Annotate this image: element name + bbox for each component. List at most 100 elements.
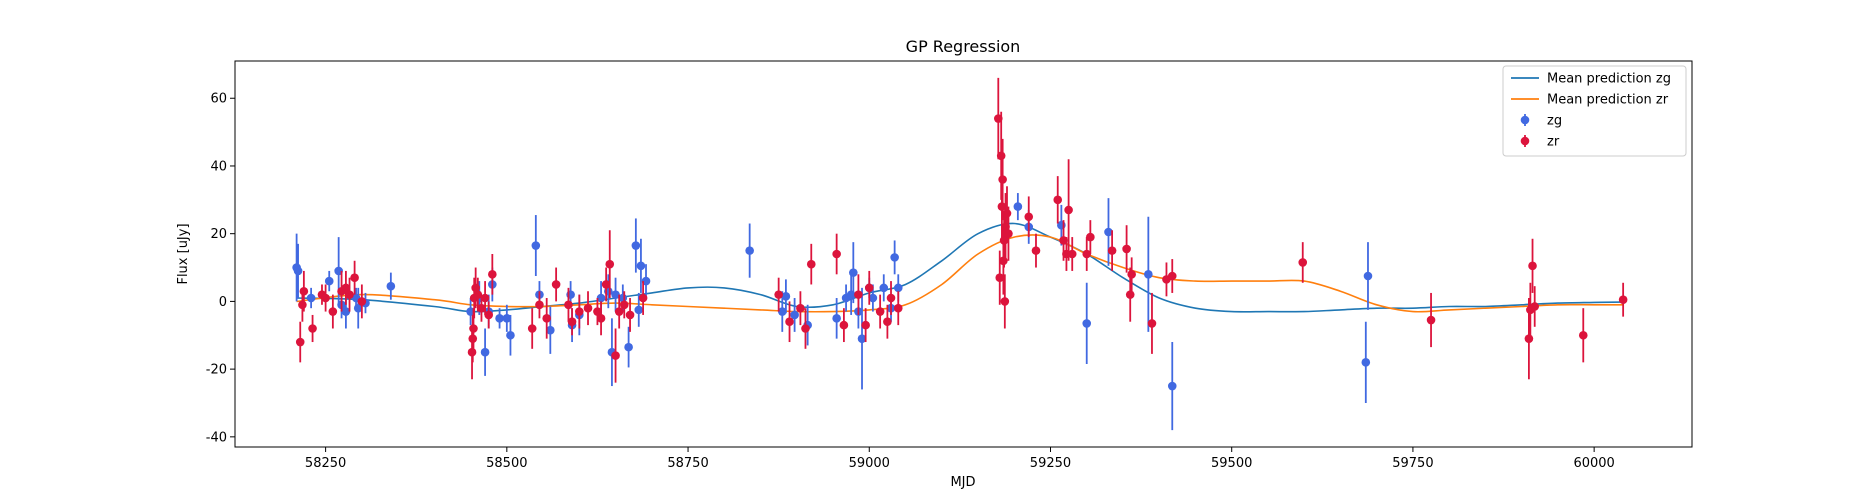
- data-point-zr: [1618, 295, 1628, 305]
- legend-item: Mean prediction zg: [1511, 72, 1671, 87]
- data-point-zr: [883, 317, 892, 327]
- data-point-zg: [1104, 227, 1113, 237]
- data-point-zg: [386, 281, 396, 291]
- data-point-zr: [774, 290, 783, 299]
- chart-title: GP Regression: [906, 37, 1021, 56]
- data-point-zr: [1002, 209, 1012, 218]
- data-point-zr: [1024, 212, 1034, 222]
- data-point-zr: [893, 303, 903, 313]
- data-point-zr: [1528, 261, 1537, 271]
- data-point-zr: [350, 273, 359, 283]
- x-tick-label: 59750: [1392, 456, 1433, 471]
- data-point-zg: [631, 241, 641, 250]
- y-tick-label: 40: [210, 159, 227, 174]
- data-point-zr: [875, 307, 885, 316]
- data-point-zg: [636, 261, 646, 271]
- data-point-zr: [527, 324, 537, 333]
- data-point-zr: [996, 151, 1006, 161]
- legend-label: Mean prediction zr: [1547, 93, 1669, 108]
- x-tick-label: 58250: [305, 456, 346, 471]
- x-tick-label: 59000: [849, 456, 890, 471]
- legend-label: zg: [1547, 114, 1562, 129]
- data-point-zg: [849, 268, 858, 277]
- x-axis-label: MJD: [950, 475, 975, 490]
- data-point-zr: [298, 300, 307, 310]
- data-point-zr: [638, 293, 648, 303]
- data-point-zr: [1086, 232, 1095, 242]
- data-point-zg: [324, 276, 334, 286]
- y-tick-label: -20: [206, 363, 227, 378]
- data-point-zr: [1064, 205, 1073, 215]
- data-point-zr: [299, 286, 309, 296]
- data-point-zr: [839, 320, 849, 330]
- data-point-zr: [785, 317, 794, 327]
- axes: 58250 58500 58750 59000 59250 59500 59750 60000…: [206, 60, 1693, 471]
- data-point-zr: [345, 290, 354, 299]
- data-point-zg: [1167, 381, 1177, 391]
- y-tick-label: 20: [210, 227, 227, 242]
- data-point-zr: [861, 320, 870, 330]
- data-point-zr: [806, 259, 816, 269]
- legend: Mean prediction zg Mean prediction zr zg zr: [1502, 65, 1687, 157]
- data-point-zg: [546, 325, 555, 335]
- data-point-zg: [634, 305, 644, 315]
- data-point-zg: [890, 253, 899, 262]
- data-point-zr: [1000, 297, 1010, 306]
- data-point-zg: [790, 310, 799, 320]
- series-zr: [295, 77, 1628, 383]
- data-point-zr: [1530, 302, 1540, 311]
- data-point-zr: [886, 293, 896, 303]
- legend-item: zg: [1520, 114, 1562, 129]
- data-point-zg: [893, 283, 903, 293]
- legend-label: Mean prediction zg: [1547, 72, 1671, 87]
- data-point-zg: [353, 303, 363, 313]
- data-point-zr: [1053, 195, 1063, 205]
- data-point-zg: [1363, 271, 1373, 281]
- data-point-zg: [480, 347, 490, 357]
- data-point-zg: [1013, 202, 1023, 211]
- data-point-zr: [864, 283, 874, 293]
- legend-marker-swatch: [1520, 115, 1530, 125]
- data-point-zg: [832, 314, 841, 323]
- data-point-zg: [879, 283, 889, 293]
- data-point-zg: [506, 330, 515, 340]
- data-point-zr: [601, 280, 611, 289]
- y-axis-label: Flux [uJy]: [176, 223, 191, 284]
- data-point-zg: [1144, 270, 1153, 279]
- data-point-zr: [611, 351, 620, 360]
- data-point-zg: [611, 290, 620, 299]
- data-point-zr: [832, 249, 841, 259]
- data-point-zr: [477, 303, 486, 313]
- x-tick-label: 58500: [486, 456, 527, 471]
- data-point-zr: [1107, 246, 1117, 255]
- data-point-zg: [495, 314, 504, 323]
- data-point-zg: [341, 307, 351, 316]
- data-point-zg: [596, 293, 606, 303]
- data-point-zg: [857, 334, 867, 343]
- data-point-zr: [328, 307, 338, 316]
- legend-item: Mean prediction zr: [1511, 93, 1669, 108]
- x-tick-label: 59250: [1030, 456, 1071, 471]
- data-point-zr: [1125, 290, 1135, 299]
- data-point-zr: [1578, 330, 1588, 340]
- data-point-zg: [781, 292, 791, 301]
- data-point-zr: [295, 337, 305, 347]
- data-point-zr: [605, 259, 615, 269]
- data-point-zr: [1298, 258, 1308, 267]
- data-point-zg: [777, 307, 787, 316]
- data-point-zr: [535, 300, 544, 310]
- data-point-zr: [1167, 271, 1177, 281]
- legend-box: [1502, 65, 1687, 157]
- data-point-zr: [567, 317, 577, 327]
- data-point-zr: [1004, 229, 1013, 238]
- data-point-zr: [1082, 249, 1092, 259]
- data-point-zr: [480, 293, 490, 303]
- data-point-zr: [583, 303, 593, 313]
- data-point-zg: [293, 266, 303, 276]
- data-point-zr: [473, 290, 483, 299]
- y-tick-label: 60: [210, 92, 227, 107]
- data-point-zr: [614, 307, 624, 316]
- data-point-zr: [1426, 315, 1436, 325]
- data-point-zr: [596, 314, 606, 323]
